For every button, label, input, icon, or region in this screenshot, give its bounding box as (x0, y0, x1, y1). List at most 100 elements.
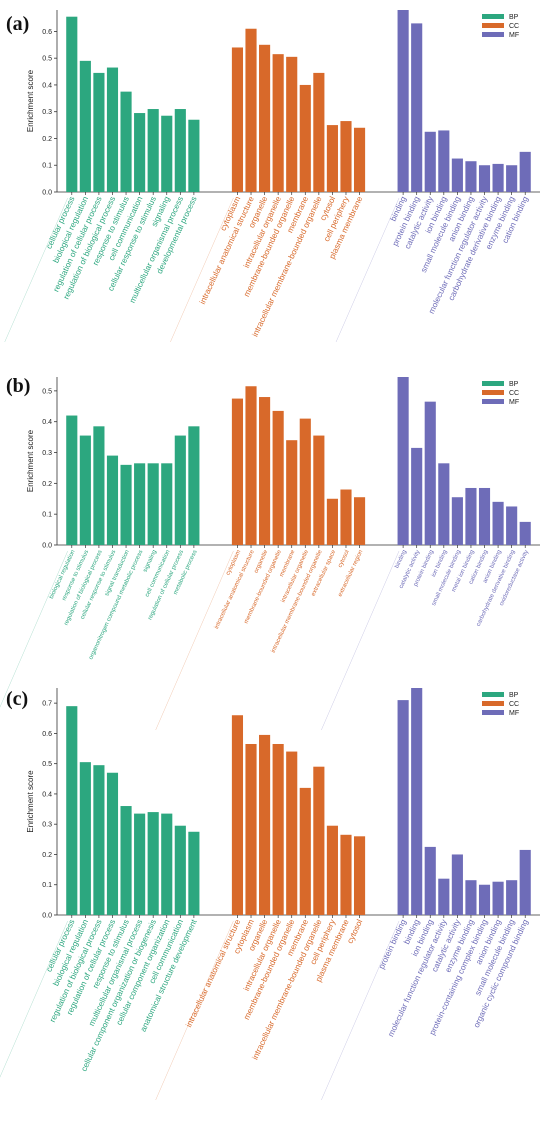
x-category-label: binding (394, 549, 408, 569)
y-tick-label: 0.4 (42, 82, 52, 89)
legend-swatch-mf (482, 710, 504, 715)
y-axis-label: Enrichment score (26, 429, 35, 492)
y-tick-label: 0.4 (42, 419, 52, 426)
bar-cc (313, 435, 325, 545)
y-tick-label: 0.6 (42, 731, 52, 738)
bar-cc (353, 497, 366, 545)
legend-swatch-bp (482, 692, 504, 697)
y-tick-label: 0.5 (42, 388, 52, 395)
bar-mf (424, 846, 436, 915)
bar-cc (326, 498, 338, 545)
y-tick-label: 0.5 (42, 56, 52, 63)
bar-mf (465, 880, 477, 915)
bar-cc (353, 127, 366, 192)
bar-bp (120, 806, 132, 915)
bar-bp (66, 706, 78, 915)
bar-mf (411, 23, 423, 192)
bar-mf (438, 130, 450, 192)
bar-mf (492, 881, 504, 915)
bar-cc (326, 825, 338, 915)
bar-bp (120, 464, 132, 545)
y-tick-label: 0.5 (42, 761, 52, 768)
y-tick-label: 0.3 (42, 450, 52, 457)
legend-swatch-bp (482, 381, 504, 386)
bar-mf (397, 10, 409, 192)
bar-bp (188, 831, 200, 915)
bar-bp (147, 463, 159, 545)
bar-mf (478, 884, 491, 915)
y-tick-label: 0.2 (42, 136, 52, 143)
legend-swatch-cc (482, 701, 504, 706)
bar-mf (451, 854, 463, 915)
group-guide-line (321, 550, 400, 731)
bar-cc (231, 398, 244, 545)
legend-label-bp: BP (509, 692, 519, 699)
bar-bp (66, 16, 78, 192)
bar-bp (161, 463, 173, 545)
bar-bp (106, 455, 119, 545)
legend-swatch-cc (482, 390, 504, 395)
panel-c: (c) 0.0 0.1 0.2 0.3 0.4 0.5 0.6 0.7 Enrichment sc… (0, 688, 540, 1101)
legend-swatch-bp (482, 14, 504, 19)
bar-bp (106, 67, 119, 192)
bar-cc (272, 410, 284, 545)
bar-cc (272, 743, 284, 915)
bar-mf (397, 700, 409, 915)
bar-mf (438, 463, 450, 545)
bar-bp (134, 113, 146, 192)
bar-bp (161, 115, 173, 192)
bar-cc (245, 386, 257, 545)
y-tick-label: 0.1 (42, 512, 52, 519)
bar-mf (519, 849, 531, 915)
bar-cc (245, 28, 257, 193)
bar-cc (286, 440, 298, 545)
bar-cc (259, 397, 271, 545)
bar-bp (188, 426, 200, 545)
y-tick-label: 0.3 (42, 109, 52, 116)
x-category-label: cytosol (337, 549, 350, 568)
x-category-label: intracellular anatomical structure (184, 918, 242, 1029)
y-tick-label: 0.0 (42, 190, 52, 197)
bar-mf (451, 497, 463, 545)
bar-cc (299, 84, 311, 192)
bar-mf (478, 487, 491, 545)
bar-cc (231, 715, 244, 915)
bar-cc (313, 766, 325, 915)
bar-bp (79, 60, 91, 193)
bar-mf (519, 521, 531, 545)
bar-mf (519, 151, 531, 192)
legend-label-cc: CC (509, 390, 519, 397)
bar-bp (120, 91, 132, 192)
group-guide-line (321, 920, 400, 1101)
legend-label-mf: MF (509, 32, 519, 39)
bar-cc (272, 54, 284, 192)
bar-cc (340, 834, 352, 915)
group-guide-line (155, 920, 234, 1101)
legend-label-mf: MF (509, 399, 519, 406)
bar-cc (286, 56, 298, 193)
bar-mf (465, 487, 477, 545)
bar-cc (231, 47, 244, 193)
legend-label-cc: CC (509, 701, 519, 708)
y-tick-label: 0.2 (42, 852, 52, 859)
bar-mf (424, 131, 436, 192)
bar-mf (506, 506, 518, 545)
panel-letter: (c) (6, 688, 28, 710)
y-axis-label: Enrichment score (26, 770, 35, 833)
bar-mf (397, 377, 409, 545)
bar-bp (134, 813, 146, 915)
bar-mf (411, 447, 423, 545)
bar-cc (259, 734, 271, 915)
bar-mf (438, 878, 450, 915)
bar-bp (134, 463, 146, 545)
legend-label-bp: BP (509, 381, 519, 388)
bar-bp (174, 109, 186, 192)
bar-mf (465, 161, 477, 192)
bar-bp (188, 119, 200, 192)
bar-mf (424, 401, 436, 545)
bar-bp (147, 812, 159, 915)
group-guide-line (155, 550, 234, 731)
bar-bp (93, 426, 105, 545)
bar-bp (174, 435, 186, 545)
bar-cc (245, 743, 257, 915)
